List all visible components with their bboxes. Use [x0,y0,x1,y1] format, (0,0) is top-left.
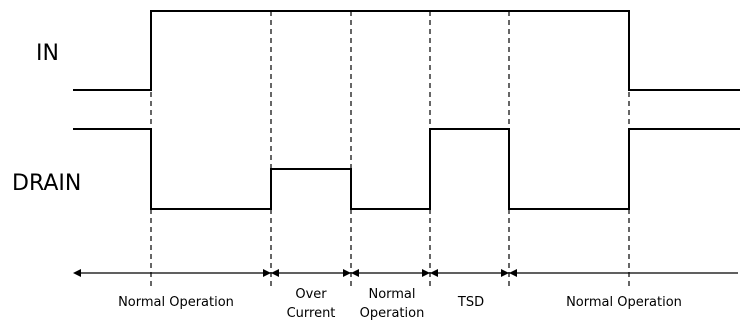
arrowhead-2-right [351,269,359,277]
arrowhead-4-right [509,269,517,277]
drain-waveform [73,128,740,210]
arrowhead-1-right [271,269,279,277]
region-label-over-current-line-1: Over [295,287,327,302]
arrowhead-3-right [430,269,438,277]
in-waveform [73,10,740,91]
region-label-tsd: TSD [457,295,484,310]
region-label-over-current-line-2: Current [287,306,336,321]
in-signal-label: IN [36,41,59,66]
drain-signal-label: DRAIN [12,171,81,196]
arrowhead-1-left [263,269,271,277]
region-label-normal-operation-2-line-1: Normal [368,287,415,302]
region-label-normal-operation-1: Normal Operation [118,295,234,310]
arrowhead-3-left [422,269,430,277]
region-label-normal-operation-2-line-2: Operation [360,306,425,321]
region-label-normal-operation-3: Normal Operation [566,295,682,310]
arrowhead-left-end [73,269,81,277]
arrowhead-2-left [343,269,351,277]
arrowhead-4-left [501,269,509,277]
